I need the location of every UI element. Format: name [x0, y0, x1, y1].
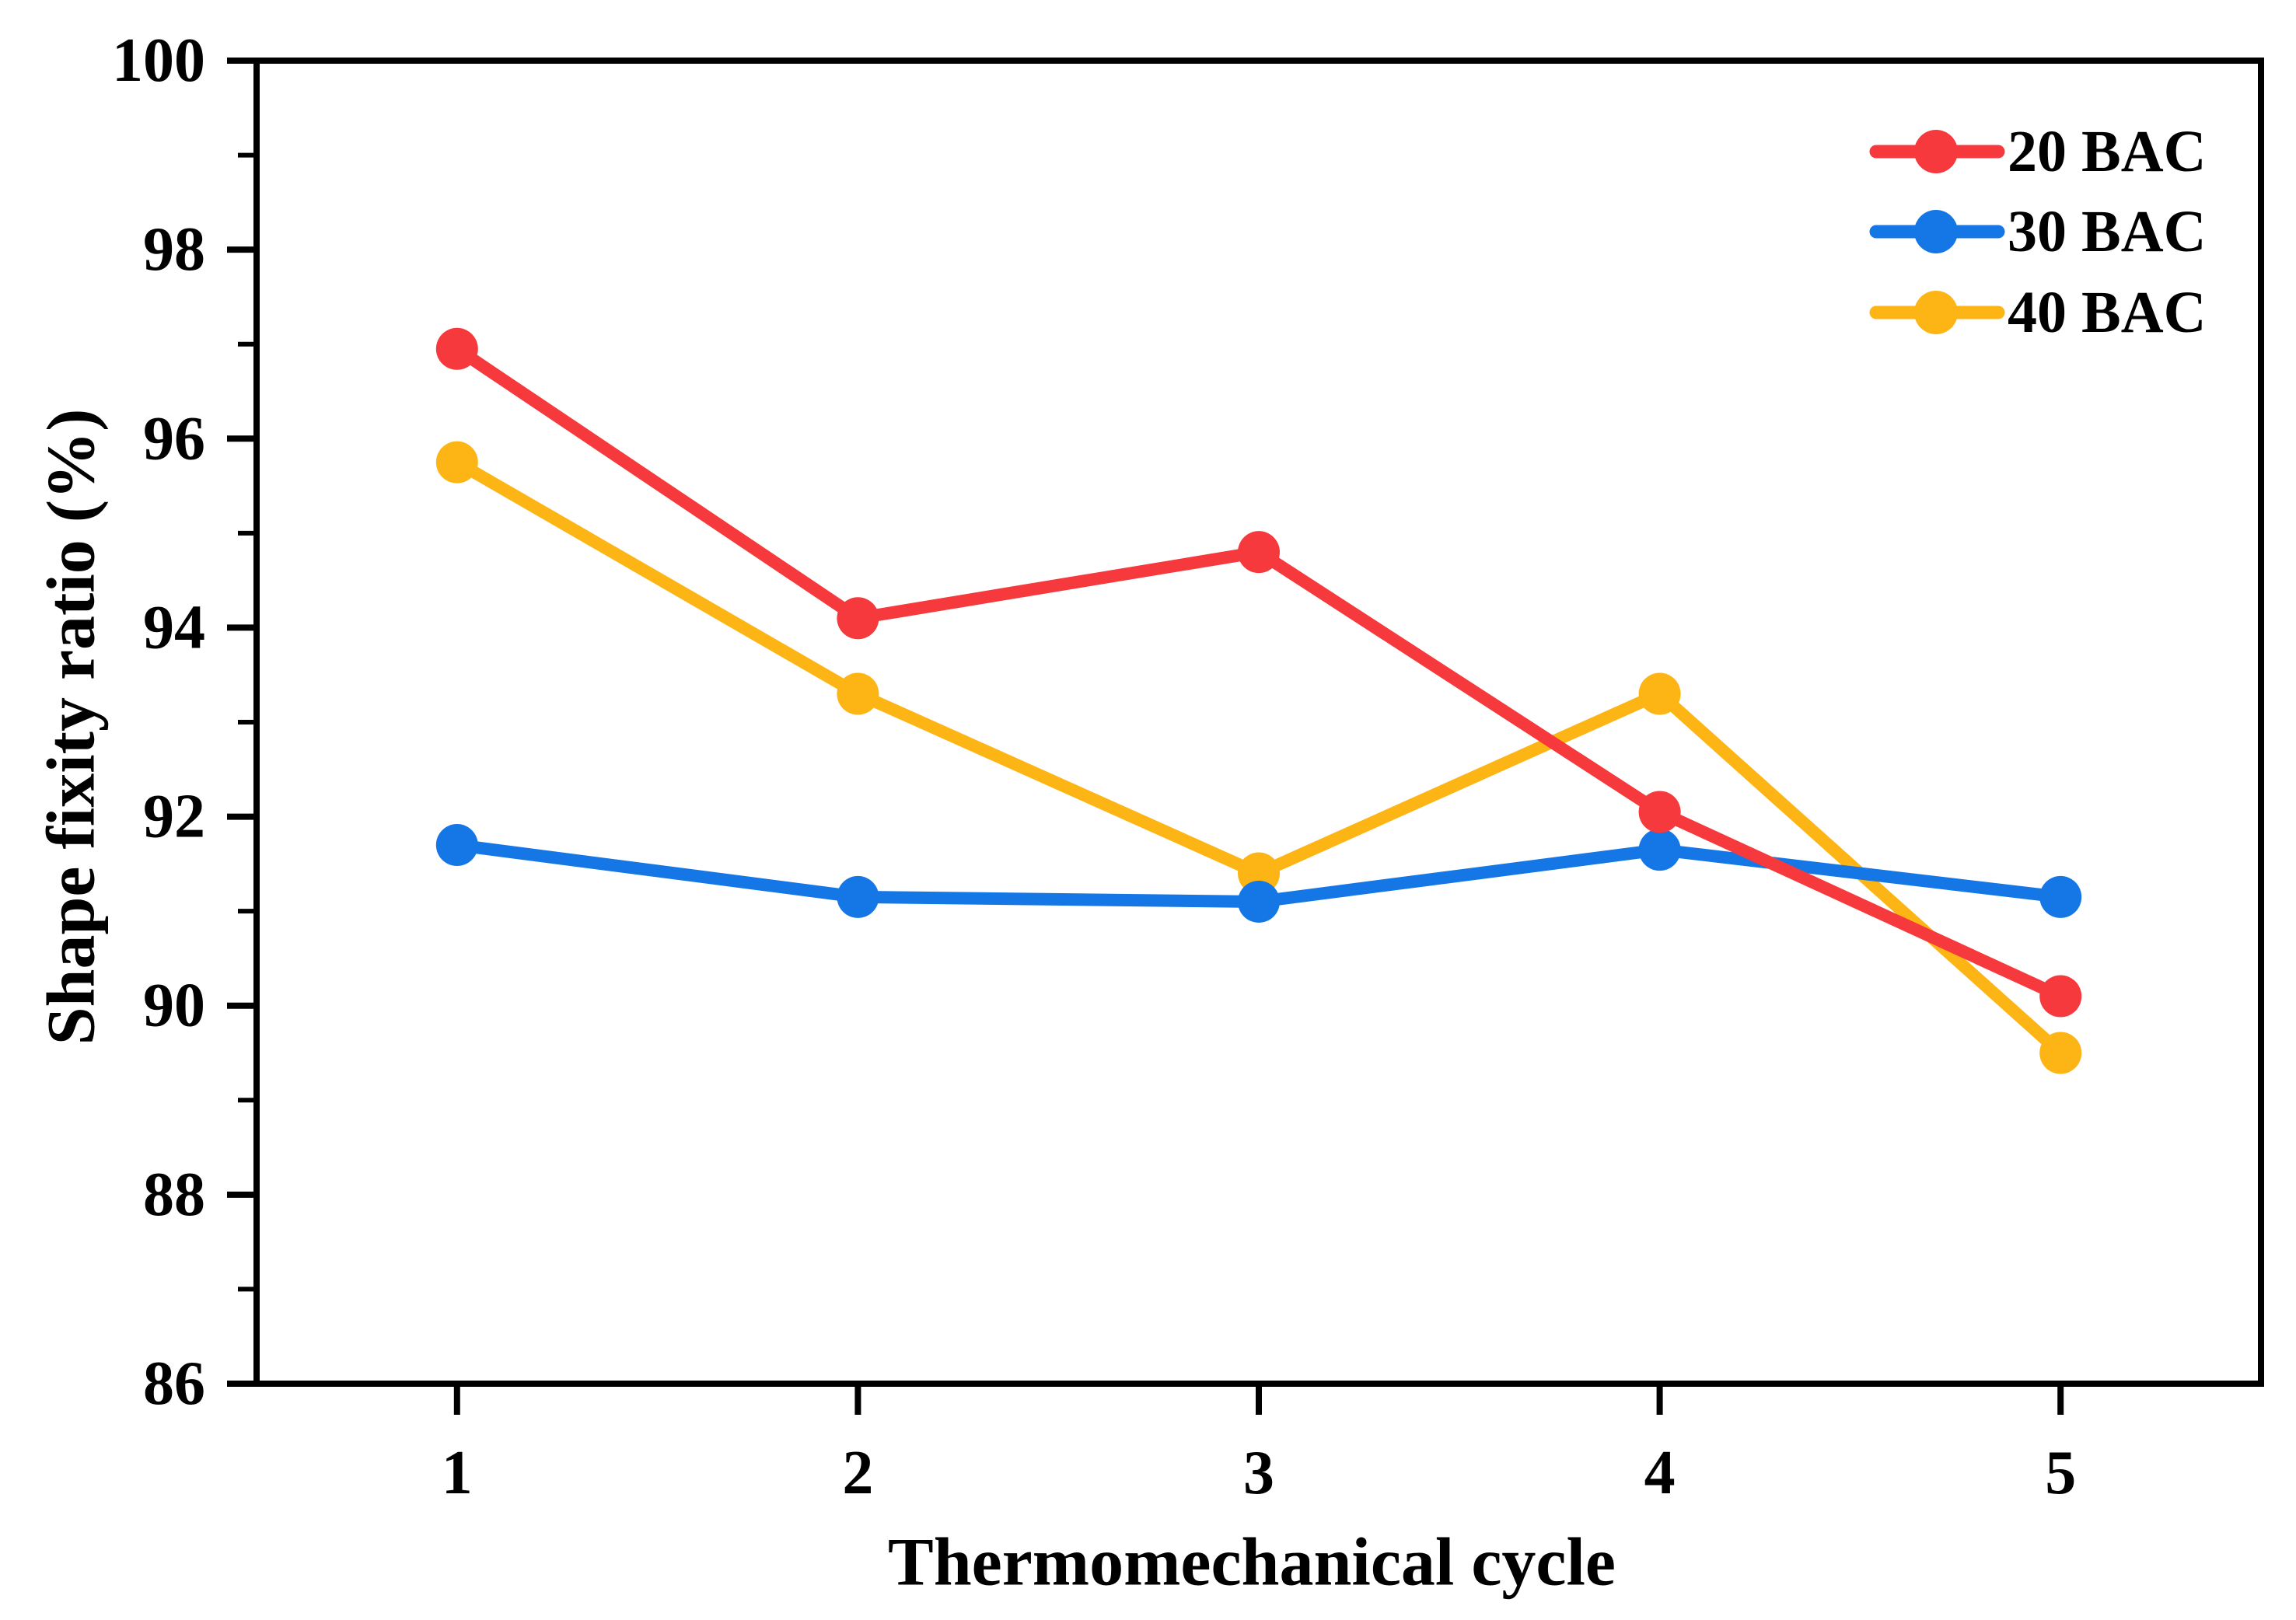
- data-point-40-BAC-x5: [2039, 1032, 2082, 1074]
- data-point-20-BAC-x2: [837, 597, 879, 640]
- data-point-40-BAC-x4: [1638, 672, 1681, 715]
- data-point-30-BAC-x3: [1238, 880, 1280, 923]
- data-point-30-BAC-x4: [1638, 829, 1681, 871]
- y-axis-title: Shape fixity ratio (%): [33, 408, 110, 1046]
- x-tick-label: 5: [2045, 1439, 2076, 1507]
- data-point-20-BAC-x5: [2039, 975, 2082, 1018]
- x-tick-label: 4: [1644, 1439, 1676, 1507]
- data-point-30-BAC-x1: [435, 824, 478, 867]
- data-point-40-BAC-x1: [435, 441, 478, 484]
- data-point-20-BAC-x3: [1238, 531, 1280, 574]
- y-tick-label: 92: [143, 783, 205, 851]
- y-tick-label: 94: [143, 593, 205, 662]
- y-tick-label: 86: [143, 1349, 205, 1418]
- data-point-40-BAC-x2: [837, 672, 879, 715]
- y-tick-label: 90: [143, 972, 205, 1040]
- data-point-30-BAC-x5: [2039, 875, 2082, 918]
- legend-label-40-BAC: 40 BAC: [2008, 280, 2206, 345]
- y-tick-label: 96: [143, 404, 205, 473]
- x-tick-label: 1: [442, 1439, 473, 1507]
- legend-marker-20-BAC: [1914, 130, 1958, 173]
- data-point-20-BAC-x4: [1638, 791, 1681, 833]
- y-tick-label: 100: [112, 26, 205, 95]
- legend-label-30-BAC: 30 BAC: [2008, 199, 2206, 264]
- legend-marker-30-BAC: [1914, 210, 1958, 253]
- data-point-30-BAC-x2: [837, 875, 879, 918]
- plot-frame: [253, 58, 2264, 1387]
- legend-label-20-BAC: 20 BAC: [2008, 119, 2206, 184]
- y-tick-label: 88: [143, 1161, 205, 1229]
- legend-marker-40-BAC: [1914, 291, 1958, 334]
- x-tick-label: 3: [1243, 1439, 1274, 1507]
- data-point-20-BAC-x1: [435, 327, 478, 370]
- x-tick-label: 2: [842, 1439, 873, 1507]
- y-tick-label: 98: [143, 215, 205, 284]
- x-axis-title: Thermomechanical cycle: [888, 1524, 1616, 1601]
